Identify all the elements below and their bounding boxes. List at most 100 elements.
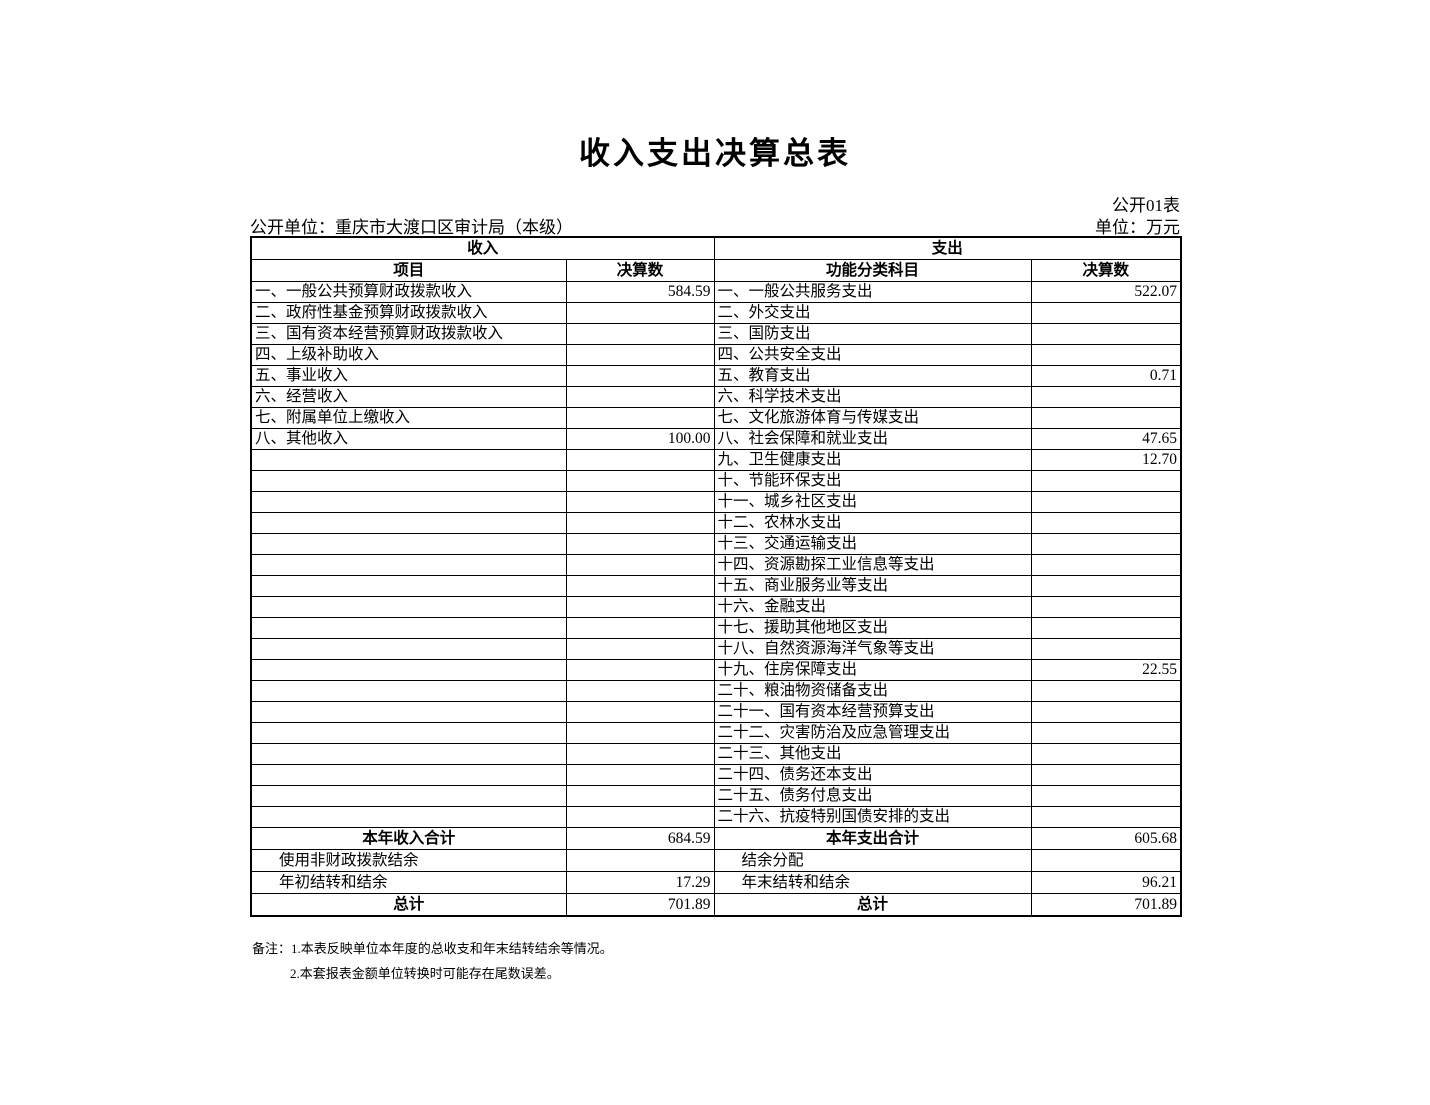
summary-row: 本年收入合计 684.59 本年支出合计 605.68 xyxy=(250,827,1182,850)
expense-amount-cell xyxy=(1030,785,1182,807)
expense-amount-cell xyxy=(1030,554,1182,576)
expense-amount-col-header: 决算数 xyxy=(1030,259,1182,282)
income-item-cell: 七、附属单位上缴收入 xyxy=(250,407,567,429)
table-row: 八、其他收入 100.00 八、社会保障和就业支出 47.65 xyxy=(250,428,1182,450)
table-row: 四、上级补助收入 四、公共安全支出 xyxy=(250,344,1182,366)
expense-item-cell: 九、卫生健康支出 xyxy=(713,449,1032,471)
income-amount-cell xyxy=(565,596,715,618)
data-rows-body: 一、一般公共预算财政拨款收入 584.59 一、一般公共服务支出 522.07 二、政府… xyxy=(250,281,1182,828)
expense-amount-cell: 22.55 xyxy=(1030,659,1182,681)
income-item-cell xyxy=(250,659,567,681)
income-item-cell xyxy=(250,701,567,723)
income-item-cell xyxy=(250,596,567,618)
income-amount-cell xyxy=(565,323,715,345)
expense-amount-cell xyxy=(1030,638,1182,660)
expense-item-cell: 四、公共安全支出 xyxy=(713,344,1032,366)
income-amount-cell xyxy=(565,617,715,639)
expense-amount-cell xyxy=(1030,596,1182,618)
income-amount-cell xyxy=(565,470,715,492)
expense-summary-label-cell: 结余分配 xyxy=(713,849,1032,872)
expense-summary-label-cell: 本年支出合计 xyxy=(713,827,1032,850)
expense-amount-cell xyxy=(1030,491,1182,513)
income-amount-cell xyxy=(565,386,715,408)
expense-amount-cell xyxy=(1030,323,1182,345)
income-item-cell xyxy=(250,638,567,660)
table-row: 十五、商业服务业等支出 xyxy=(250,575,1182,597)
expense-item-cell: 一、一般公共服务支出 xyxy=(713,281,1032,303)
expense-amount-cell xyxy=(1030,407,1182,429)
expense-amount-cell xyxy=(1030,617,1182,639)
summary-row: 总计 701.89 总计 701.89 xyxy=(250,893,1182,917)
income-amount-cell xyxy=(565,554,715,576)
table-row: 二、政府性基金预算财政拨款收入 二、外交支出 xyxy=(250,302,1182,324)
expense-amount-cell xyxy=(1030,533,1182,555)
income-amount-cell xyxy=(565,806,715,828)
expense-item-cell: 三、国防支出 xyxy=(713,323,1032,345)
expense-amount-cell xyxy=(1030,806,1182,828)
expense-item-cell: 二、外交支出 xyxy=(713,302,1032,324)
notes-block: 备注：1.本表反映单位本年度的总收支和年末结转结余等情况。 2.本套报表金额单位… xyxy=(252,936,613,986)
income-item-cell xyxy=(250,806,567,828)
income-amount-cell: 584.59 xyxy=(565,281,715,303)
income-amount-cell xyxy=(565,764,715,786)
expense-amount-cell xyxy=(1030,701,1182,723)
expense-item-cell: 十七、援助其他地区支出 xyxy=(713,617,1032,639)
page-title: 收入支出决算总表 xyxy=(579,136,851,171)
expense-item-cell: 十八、自然资源海洋气象等支出 xyxy=(713,638,1032,660)
income-summary-label-cell: 使用非财政拨款结余 xyxy=(250,849,567,872)
expense-item-cell: 二十六、抗疫特别国债安排的支出 xyxy=(713,806,1032,828)
income-amount-cell xyxy=(565,491,715,513)
expense-summary-amount-cell: 605.68 xyxy=(1030,827,1182,850)
expense-item-cell: 二十一、国有资本经营预算支出 xyxy=(713,701,1032,723)
table-row: 十三、交通运输支出 xyxy=(250,533,1182,555)
table-row: 二十二、灾害防治及应急管理支出 xyxy=(250,722,1182,744)
income-item-cell: 六、经营收入 xyxy=(250,386,567,408)
income-summary-amount-cell: 17.29 xyxy=(565,871,715,894)
table-row: 五、事业收入 五、教育支出 0.71 xyxy=(250,365,1182,387)
final-accounts-table: 收入 支出 项目 决算数 功能分类科目 决算数 一、一般公共预算财政拨款收入 58… xyxy=(250,236,1183,917)
expense-item-cell: 二十、粮油物资储备支出 xyxy=(713,680,1032,702)
expense-amount-cell: 522.07 xyxy=(1030,281,1182,303)
expense-amount-cell xyxy=(1030,344,1182,366)
income-amount-cell xyxy=(565,638,715,660)
table-row: 十六、金融支出 xyxy=(250,596,1182,618)
expense-amount-cell: 0.71 xyxy=(1030,365,1182,387)
expense-item-cell: 十三、交通运输支出 xyxy=(713,533,1032,555)
income-item-cell xyxy=(250,512,567,534)
section-header-row: 收入 支出 xyxy=(250,236,1182,260)
expense-item-cell: 二十五、债务付息支出 xyxy=(713,785,1032,807)
expense-summary-label-cell: 年末结转和结余 xyxy=(713,871,1032,894)
income-amount-cell xyxy=(565,449,715,471)
income-summary-label-cell: 总计 xyxy=(250,893,567,917)
expense-item-cell: 二十四、债务还本支出 xyxy=(713,764,1032,786)
income-item-col-header: 项目 xyxy=(250,259,567,282)
table-row: 十八、自然资源海洋气象等支出 xyxy=(250,638,1182,660)
income-item-cell xyxy=(250,470,567,492)
expense-item-cell: 十、节能环保支出 xyxy=(713,470,1032,492)
table-row: 十四、资源勘探工业信息等支出 xyxy=(250,554,1182,576)
income-summary-label-cell: 年初结转和结余 xyxy=(250,871,567,894)
expense-item-cell: 二十三、其他支出 xyxy=(713,743,1032,765)
expense-item-cell: 五、教育支出 xyxy=(713,365,1032,387)
expense-item-cell: 十四、资源勘探工业信息等支出 xyxy=(713,554,1032,576)
income-item-cell: 四、上级补助收入 xyxy=(250,344,567,366)
table-row: 七、附属单位上缴收入 七、文化旅游体育与传媒支出 xyxy=(250,407,1182,429)
income-amount-cell xyxy=(565,344,715,366)
income-item-cell xyxy=(250,617,567,639)
table-row: 二十六、抗疫特别国债安排的支出 xyxy=(250,806,1182,828)
table-code-label: 公开01表 xyxy=(1112,196,1180,215)
table-row: 一、一般公共预算财政拨款收入 584.59 一、一般公共服务支出 522.07 xyxy=(250,281,1182,303)
income-item-cell xyxy=(250,680,567,702)
income-amount-cell xyxy=(565,365,715,387)
income-item-cell: 八、其他收入 xyxy=(250,428,567,450)
expense-item-col-header: 功能分类科目 xyxy=(713,259,1032,282)
income-amount-cell xyxy=(565,533,715,555)
expense-amount-cell: 47.65 xyxy=(1030,428,1182,450)
income-item-cell xyxy=(250,491,567,513)
income-item-cell: 五、事业收入 xyxy=(250,365,567,387)
table-row: 十九、住房保障支出 22.55 xyxy=(250,659,1182,681)
expense-item-cell: 十五、商业服务业等支出 xyxy=(713,575,1032,597)
expense-amount-cell xyxy=(1030,764,1182,786)
income-amount-cell: 100.00 xyxy=(565,428,715,450)
